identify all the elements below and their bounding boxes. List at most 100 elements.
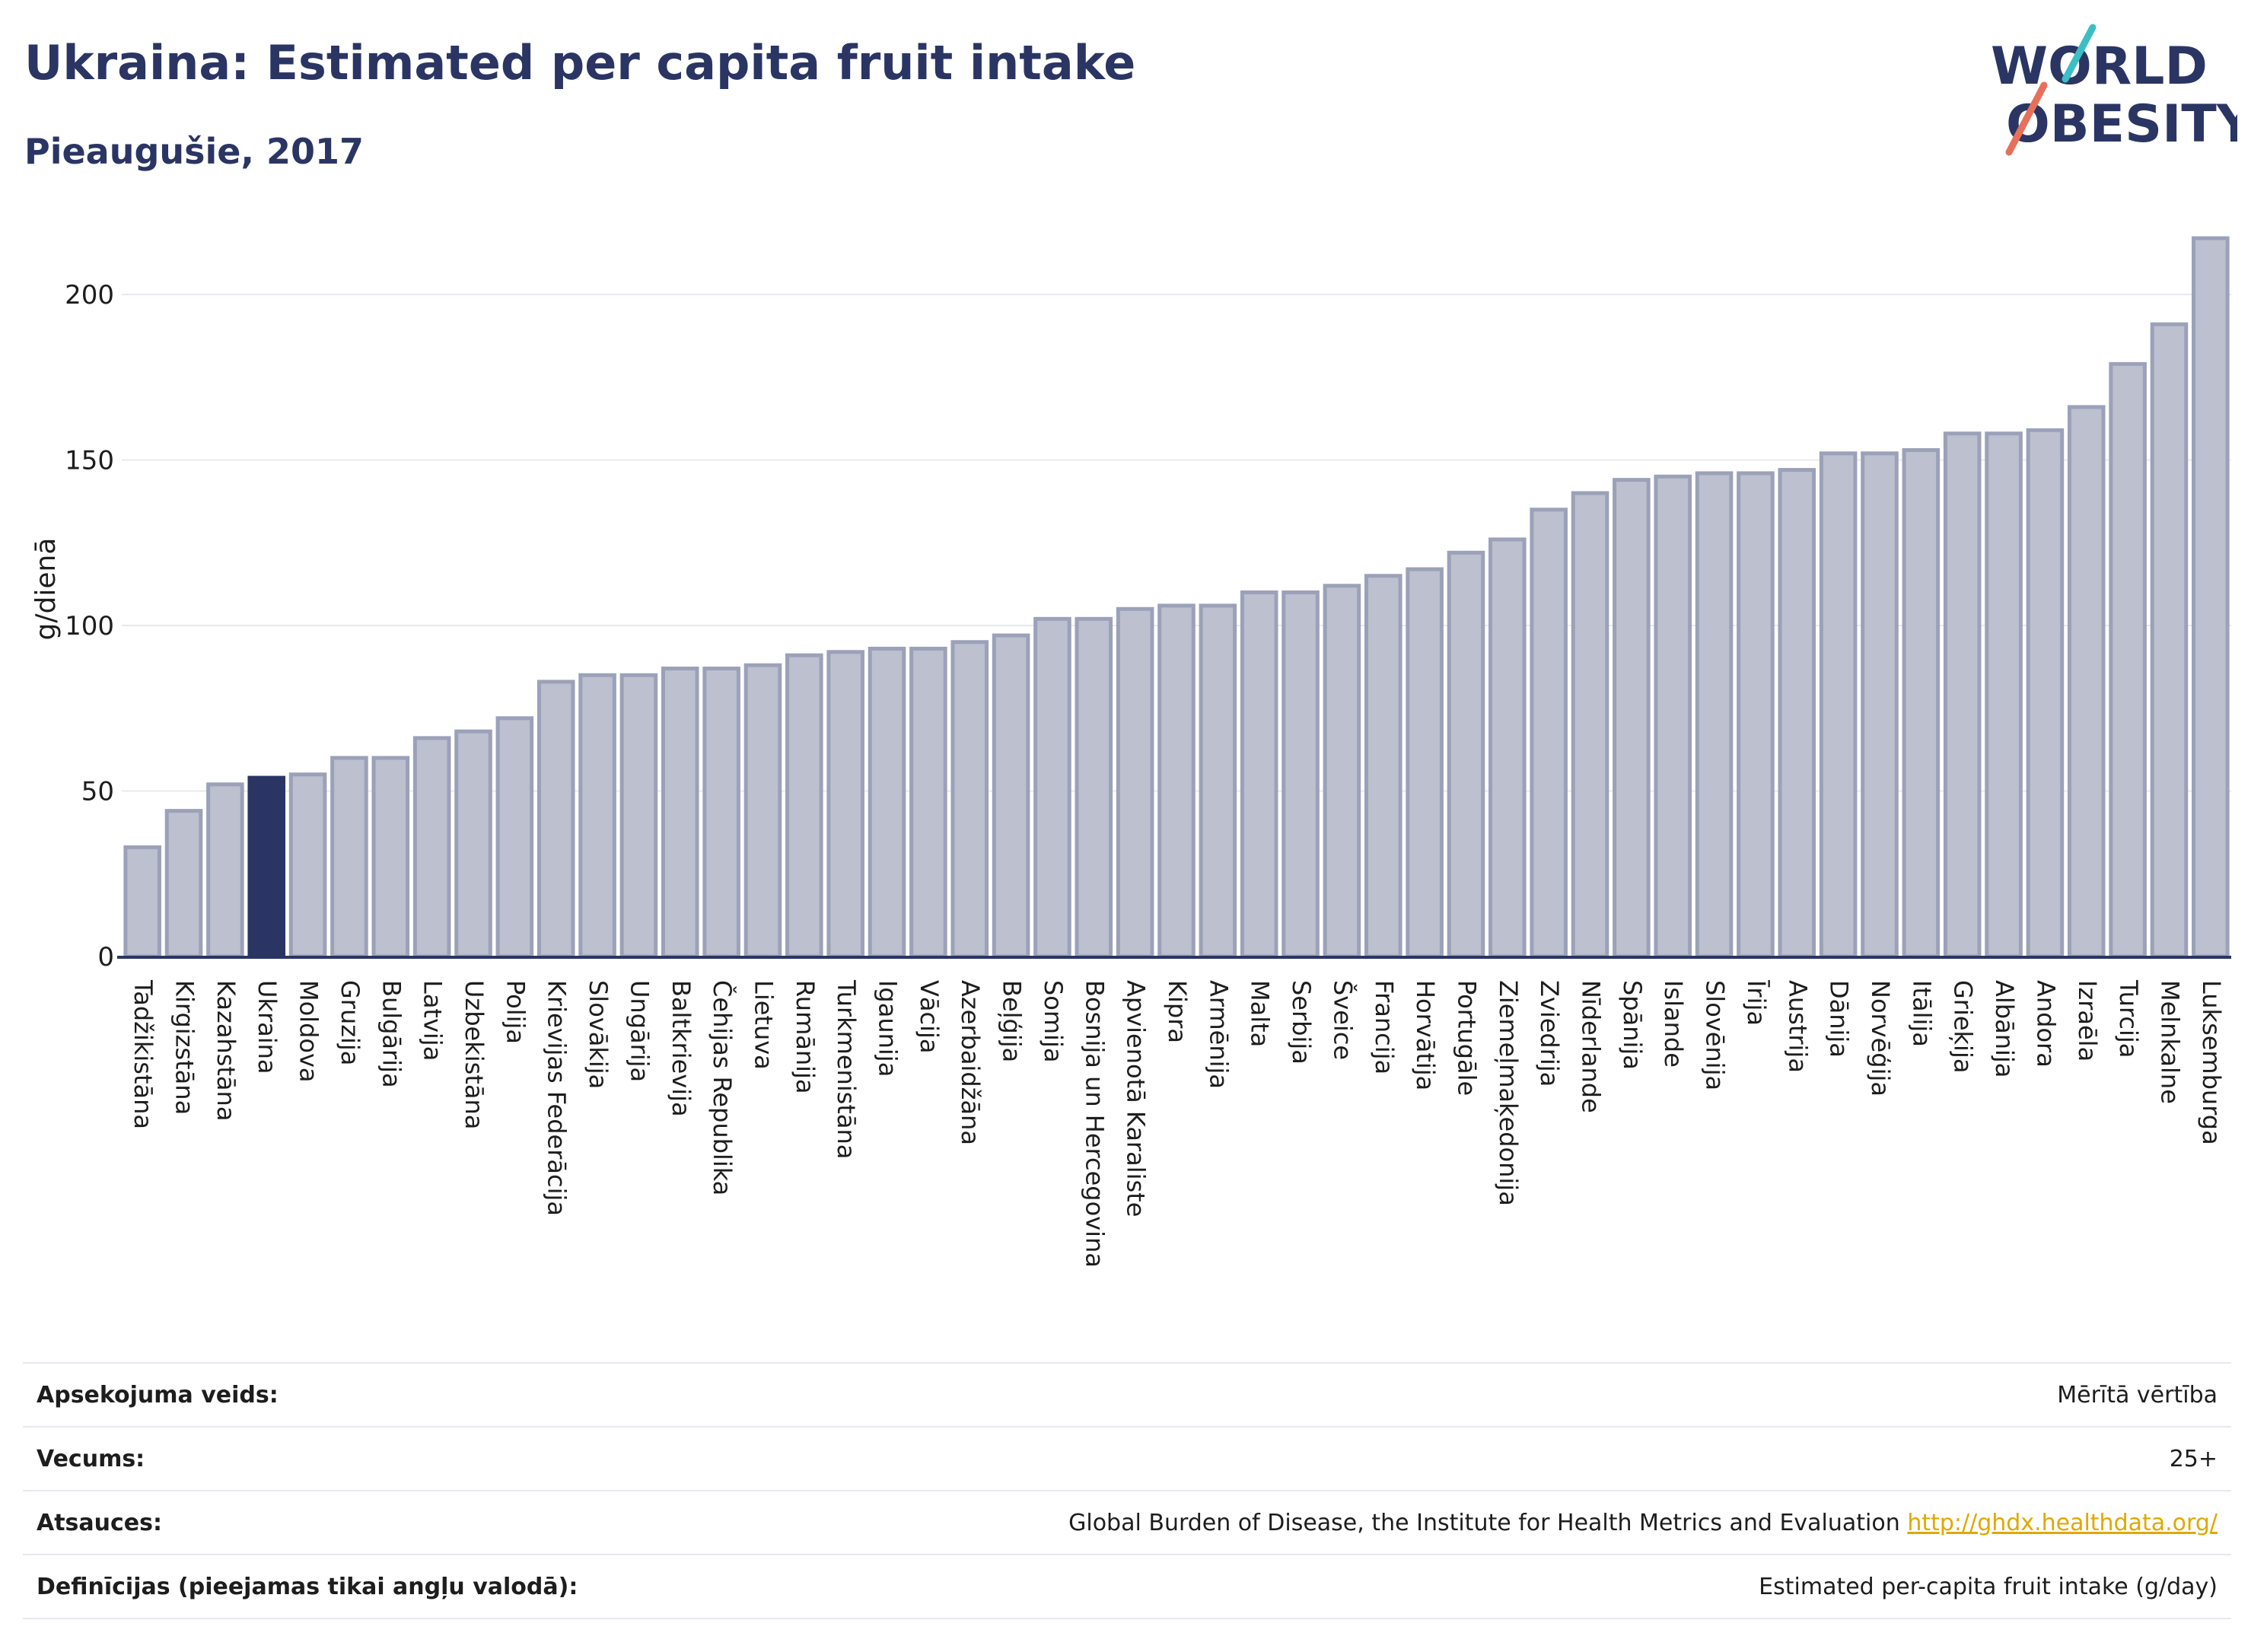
page-subtitle: Pieaugušie, 2017 [24, 131, 365, 172]
x-tick-label: Ungārija [625, 980, 654, 1082]
x-tick-label: Latvija [419, 980, 447, 1061]
x-tick-labels: Tadžikistāna Kirgizstāna Kazahstāna Ukraina… [129, 979, 2226, 1268]
bar [1530, 508, 1568, 959]
x-tick-label: Ziemeļmaķedonija [1494, 980, 1523, 1206]
bar [123, 845, 161, 959]
bar [909, 646, 947, 959]
survey-value: Mērītā vērtība [2057, 1381, 2218, 1408]
x-tick-label: Zviedrija [1535, 980, 1564, 1087]
info-row-definition: Definīcijas (pieejamas tikai angļu valod… [23, 1554, 2231, 1619]
x-tick-label: Luksemburga [2197, 980, 2226, 1145]
survey-label: Apsekojuma veids: [37, 1381, 279, 1408]
bar [247, 775, 286, 959]
y-axis-label: g/dienā [30, 538, 62, 641]
y-tick-label: 150 [65, 446, 114, 476]
bar [2026, 428, 2065, 959]
x-tick-label: Ukraina [253, 980, 282, 1074]
bar [1819, 451, 1858, 959]
bar [412, 736, 451, 959]
definition-label: Definīcijas (pieejamas tikai angļu valod… [37, 1573, 578, 1600]
x-tick-label: Serbija [1287, 980, 1316, 1065]
x-tick-label: Šveice [1328, 980, 1358, 1060]
x-tick-label: Somija [1039, 980, 1068, 1062]
x-tick-label: Bulgārija [377, 980, 406, 1088]
x-tick-label: Īrija [1742, 980, 1771, 1026]
x-tick-label: Grieķija [1949, 980, 1978, 1073]
definition-value: Estimated per-capita fruit intake (g/day… [1759, 1573, 2218, 1600]
bar [950, 640, 989, 959]
x-tick-label: Austrija [1783, 980, 1812, 1073]
x-tick-label: Krievijas Federācija [543, 980, 572, 1216]
bar [1406, 567, 1444, 959]
logo-word-obesity: OBESITY [2006, 94, 2237, 154]
x-tick-label: Melnkalne [2155, 980, 2184, 1104]
x-tick-label: Armēnija [1204, 980, 1233, 1089]
bar [1282, 590, 1320, 959]
info-table: Apsekojuma veids: Mērītā vērtība Vecums:… [23, 1362, 2231, 1619]
bar [1157, 603, 1196, 959]
info-row-source: Atsauces: Global Burden of Disease, the … [23, 1490, 2231, 1554]
bar [1985, 431, 2023, 959]
age-value: 25+ [2169, 1445, 2218, 1472]
y-tick-label: 100 [65, 611, 114, 641]
x-tick-label: Slovēnija [1701, 980, 1730, 1090]
source-link[interactable]: http://ghdx.healthdata.org/ [1907, 1509, 2218, 1536]
page-title: Ukraina: Estimated per capita fruit inta… [24, 35, 1136, 91]
x-tick-label: Slovākija [584, 980, 613, 1089]
source-value-wrap: Global Burden of Disease, the Institute … [1068, 1510, 2231, 1536]
x-tick-label: Itālija [1907, 980, 1936, 1047]
x-tick-label: Moldova [295, 980, 323, 1083]
bar [1943, 431, 1982, 959]
x-tick-label: Turkmenistāna [832, 979, 861, 1159]
bar [1488, 537, 1527, 959]
x-tick-label: Francija [1370, 980, 1399, 1074]
bar [1323, 584, 1361, 959]
x-tick-label: Izraēla [2073, 980, 2102, 1062]
bar [578, 673, 616, 959]
bars [123, 236, 2230, 959]
bar [2109, 361, 2147, 959]
bar [1902, 447, 1941, 959]
x-tick-label: Vācija [915, 980, 944, 1053]
bar [536, 680, 575, 959]
bar [1737, 471, 1775, 959]
x-tick-label: Kipra [1163, 980, 1192, 1043]
logo-word-world: WORLD [1991, 37, 2208, 97]
bar [330, 756, 368, 959]
source-label: Atsauces: [37, 1509, 162, 1536]
bar [743, 663, 782, 959]
source-value: Global Burden of Disease, the Institute … [1068, 1509, 1900, 1536]
x-tick-label: Polija [501, 980, 530, 1044]
x-tick-label: Norvēģija [1866, 980, 1895, 1097]
bar [2150, 322, 2189, 959]
bar [1033, 616, 1071, 959]
x-tick-label: Dānija [1825, 980, 1854, 1058]
bar [1861, 451, 1899, 959]
bar [1116, 606, 1154, 959]
x-tick-label: Kazahstāna [212, 980, 240, 1121]
x-tick-label: Malta [1246, 980, 1275, 1047]
bar [1199, 603, 1237, 959]
x-tick-label: Andora [2031, 980, 2060, 1068]
y-tick-label: 0 [97, 942, 114, 972]
world-obesity-logo: WORLD OBESITY [1991, 24, 2237, 156]
y-tick-labels: 0 50 100 150 200 [65, 280, 114, 972]
x-tick-label: Rumānija [791, 980, 820, 1094]
bar [288, 772, 327, 959]
bar [164, 809, 203, 959]
bar [1778, 468, 1816, 959]
bar [1654, 474, 1692, 959]
bar [1613, 478, 1651, 959]
x-tick-label: Turcija [2114, 979, 2143, 1058]
x-tick-label: Horvātija [1411, 980, 1440, 1090]
x-tick-label: Azerbaidžāna [956, 980, 985, 1145]
x-tick-label: Islande [1659, 980, 1688, 1068]
bar [868, 646, 906, 959]
x-tick-label: Portugāle [1452, 980, 1481, 1096]
x-tick-label: Uzbekistāna [460, 980, 489, 1129]
bar-chart: 0 50 100 150 200 Tadžikistāna Kirgizstāna Kaza… [30, 236, 2231, 1268]
bar [371, 756, 410, 959]
bar [454, 729, 492, 959]
x-tick-label: Gruzija [336, 980, 365, 1065]
x-tick-label: Albānija [1990, 980, 2019, 1077]
